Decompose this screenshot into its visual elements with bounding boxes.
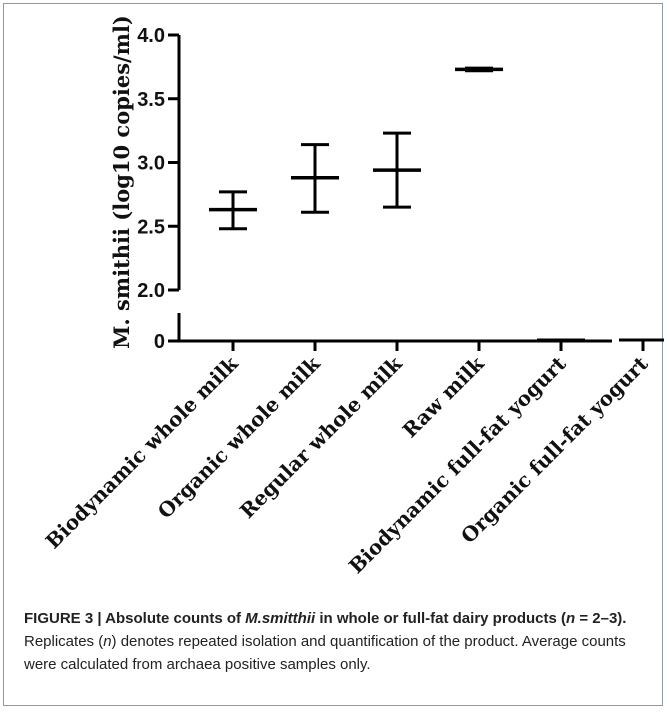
y-tick-label: 2.0 [137, 280, 165, 302]
caption-label: FIGURE 3 | [24, 610, 106, 627]
y-tick-label: 4.0 [137, 25, 165, 47]
y-tick-label: 3.0 [137, 153, 165, 175]
caption-title-pre: Absolute counts of [105, 610, 246, 627]
y-tick-label: 2.5 [137, 216, 165, 238]
y-axis-label: M. smithii (log10 copies/ml) [109, 15, 134, 349]
caption-range: = 2–3). [575, 610, 627, 627]
caption-body-n: n [103, 633, 112, 650]
caption-title-post: in whole or full-fat dairy products ( [315, 610, 566, 627]
caption-n: n [566, 610, 576, 627]
chart: 2.0 2.5 3.0 3.5 4.0 0 M. smithii (log10 copies… [41, 15, 664, 578]
y-tick-label: 0 [154, 331, 165, 353]
x-tick-label: Organic whole milk [153, 351, 325, 523]
figure-frame: 2.0 2.5 3.0 3.5 4.0 0 M. smithii (log10 copies… [3, 3, 664, 706]
caption-species: M.smitthii [245, 610, 316, 627]
caption-body-post: ) denotes repeated isolation and quantif… [24, 633, 626, 673]
y-tick-label: 3.5 [137, 89, 165, 111]
caption-body-pre: Replicates ( [24, 633, 104, 650]
x-tick-label: Regular whole milk [235, 351, 407, 523]
figure-caption: FIGURE 3 | Absolute counts of M.smitthii… [24, 607, 654, 676]
